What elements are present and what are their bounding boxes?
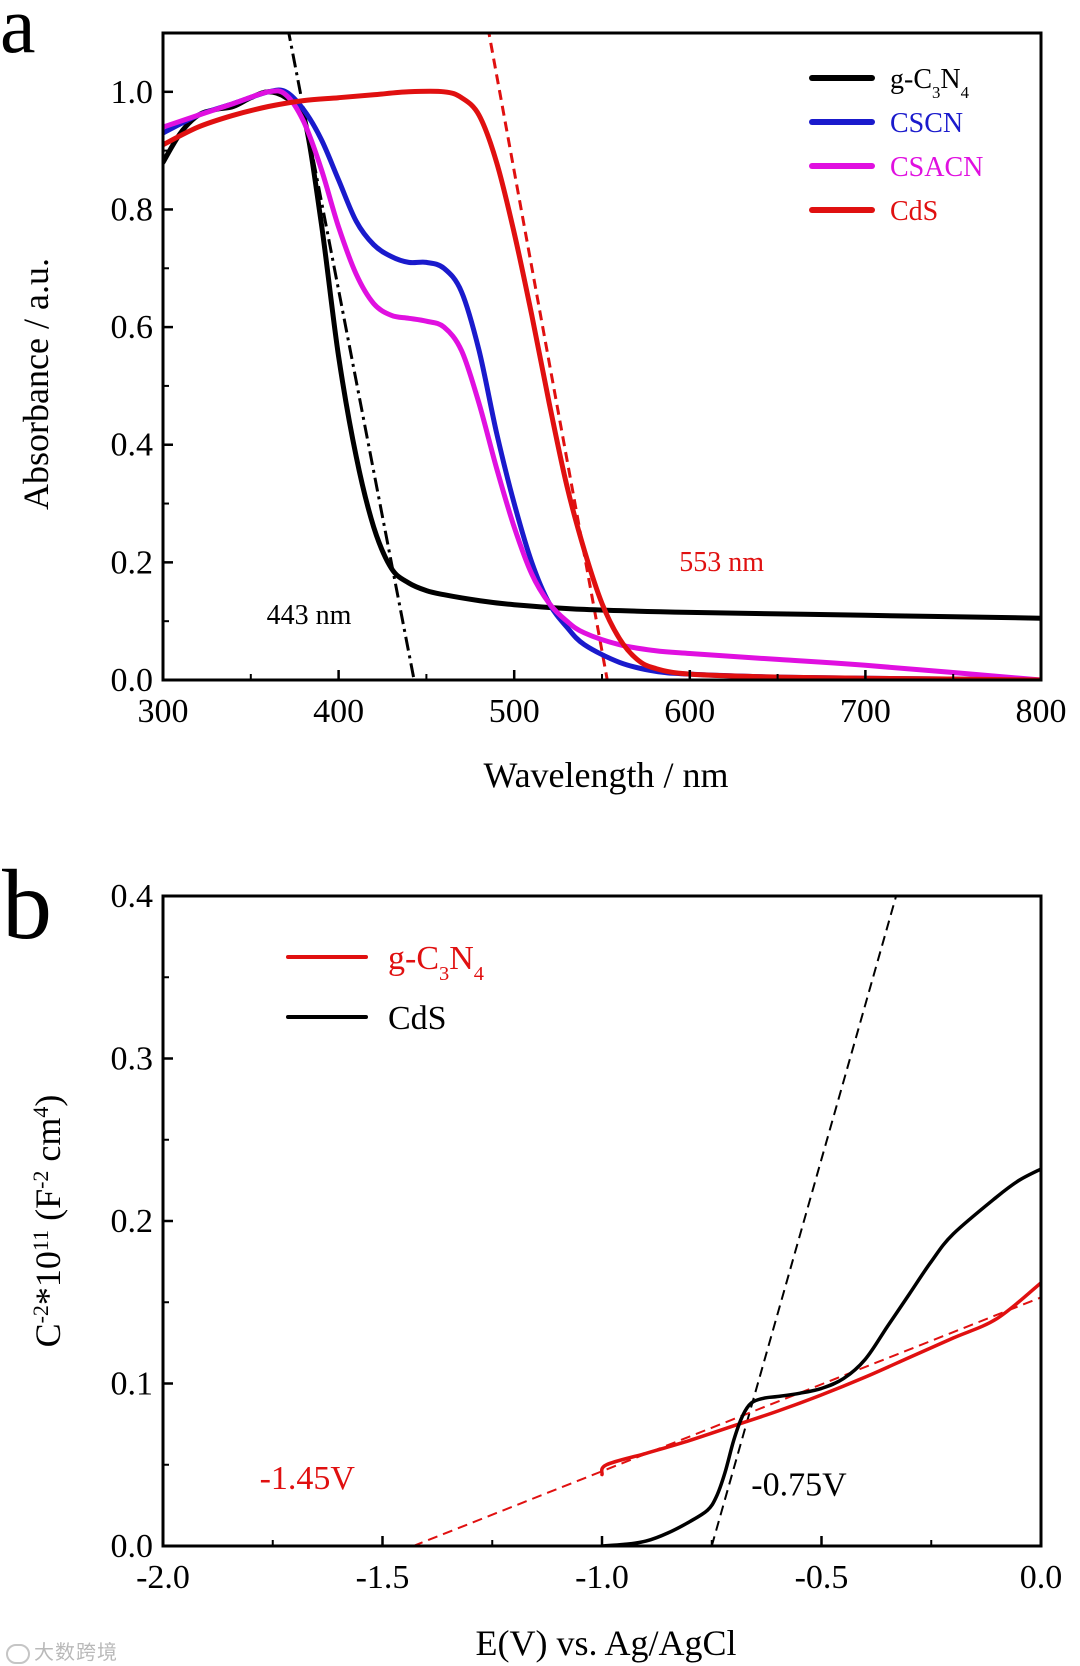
panel-a-legend-item-g-c3n4: g-C3N4	[809, 64, 970, 102]
panel-b-x-tick-label: -2.0	[136, 1559, 190, 1596]
panel-a-x-tick-label: 500	[489, 693, 540, 730]
panel-b-x-tick-label: -1.5	[356, 1559, 410, 1596]
panel-a-legend: g-C3N4 CSCN CSACN CdS	[809, 64, 983, 227]
panel-a-annotation: 443 nm	[267, 600, 352, 631]
panel-label-b: b	[2, 849, 52, 960]
panel-a-plot-area	[163, 33, 1041, 680]
panel-a-data	[163, 33, 1041, 680]
panel-b-y-axis: 0.0 0.1 0.2 0.3 0.4	[111, 878, 173, 1565]
watermark: 大数跨境	[6, 1636, 118, 1665]
panel-b-legend-label: CdS	[388, 1000, 447, 1037]
panel-b-plot-area	[412, 896, 1041, 1546]
panel-b-x-axis-title: E(V) vs. Ag/AgCl	[476, 1623, 737, 1663]
panel-a-y-tick-label: 1.0	[111, 74, 154, 111]
panel-a-y-tick-label: 0.2	[111, 544, 154, 581]
panel-b-legend-item-g-c3n4: g-C3N4	[286, 940, 484, 985]
panel-b-y-axis-title-part: (F	[28, 1189, 68, 1230]
panel-b-y-axis-title-part: C	[28, 1323, 68, 1347]
panel-a-annotation: 553 nm	[679, 547, 764, 578]
panel-b-series-g-c3n4	[599, 1281, 1041, 1477]
panel-a-legend-label: CdS	[890, 196, 938, 227]
panel-a-legend-item-cds: CdS	[809, 196, 938, 227]
panel-a-x-axis-title: Wavelength / nm	[483, 755, 728, 795]
panel-b-y-tick-label: 0.2	[111, 1203, 154, 1240]
panel-label-a: a	[0, 0, 36, 70]
panel-b-legend-label: g-C3N4	[388, 940, 484, 985]
panel-b-y-tick-label: 0.1	[111, 1366, 154, 1403]
panel-a-x-tick-label: 800	[1016, 693, 1067, 730]
panel-b-annotation: -1.45V	[260, 1460, 356, 1497]
panel-b-legend-item-cds: CdS	[286, 1000, 447, 1037]
panel-a-annotations: 443 nm 553 nm	[267, 547, 765, 631]
panel-b-y-axis-title-part: *10	[28, 1251, 68, 1305]
panel-b-y-axis-title-part: -2	[28, 1171, 53, 1189]
panel-b-y-tick-label: 0.4	[111, 878, 154, 915]
panel-b-y-tick-label: 0.0	[111, 1528, 154, 1565]
panel-b-legend: g-C3N4 CdS	[286, 940, 484, 1037]
panel-b-annotations: -1.45V -0.75V	[260, 1460, 848, 1504]
panel-b-y-axis-title-part: 11	[28, 1230, 53, 1251]
watermark-logo-icon	[6, 1643, 30, 1664]
panel-b-x-tick-label: -1.0	[575, 1559, 629, 1596]
panel-b-plot-frame	[161, 894, 1043, 1548]
panel-a-y-tick-label: 0.0	[111, 662, 154, 699]
panel-a-legend-item-csacn: CSACN	[809, 152, 983, 183]
panel-a-legend-item-cscn: CSCN	[809, 108, 963, 139]
panel-b-x-tick-label: 0.0	[1020, 1559, 1063, 1596]
panel-b-y-axis-title: C-2*1011 (F-2 cm4)	[28, 1095, 69, 1348]
panel-b-y-axis-title-part: -2	[28, 1305, 53, 1323]
panel-b-fit-line-1	[710, 896, 898, 1546]
panel-a-y-axis: 0.0 0.2 0.4 0.6 0.8 1.0	[111, 74, 173, 699]
watermark-text: 大数跨境	[34, 1640, 118, 1664]
panel-a-legend-label: CSCN	[890, 108, 963, 139]
panel-a-x-tick-label: 700	[840, 693, 891, 730]
panel-a-legend-label: CSACN	[890, 152, 983, 183]
panel-a-x-tick-label: 300	[138, 693, 189, 730]
panel-a-series-csacn	[163, 88, 1041, 680]
panel-a-y-tick-label: 0.4	[111, 427, 154, 464]
panel-a-fit-line-2	[487, 33, 609, 680]
panel-a: a 300 400 500 600 700 800 0.00.20.40.60.81.0 …	[0, 0, 1067, 795]
panel-b-y-axis-title-part: )	[28, 1095, 68, 1107]
panel-a-x-tick-label: 600	[664, 693, 715, 730]
panel-b-y-axis-title-part: cm	[28, 1118, 68, 1171]
panel-b-data	[412, 896, 1041, 1546]
panel-a-x-axis: 300 400 500 600 700 800	[138, 670, 1067, 730]
panel-b-fit-line-2	[412, 1296, 1041, 1546]
panel-b-annotation: -0.75V	[751, 1467, 847, 1504]
panel-a-y-tick-label: 0.6	[111, 309, 154, 346]
panel-b-y-tick-label: 0.3	[111, 1041, 154, 1078]
panel-a-x-tick-label: 400	[313, 693, 364, 730]
panel-a-y-tick-label: 0.8	[111, 191, 154, 228]
panel-b: b -2.0 -1.5 -1.0 -0.5 0.0 0.0 0.1 0.2 0.3 0.4 E(…	[2, 849, 1062, 1663]
panel-b-x-tick-label: -0.5	[795, 1559, 849, 1596]
panel-a-series-cds	[163, 88, 1041, 680]
panel-b-y-axis-title-part: 4	[28, 1107, 53, 1118]
panel-a-legend-label: g-C3N4	[890, 64, 970, 102]
panel-b-series-cds	[600, 1167, 1041, 1546]
panel-b-x-axis: -2.0 -1.5 -1.0 -0.5 0.0	[136, 1536, 1062, 1596]
panel-a-y-axis-title: Absorbance / a.u.	[16, 258, 56, 510]
